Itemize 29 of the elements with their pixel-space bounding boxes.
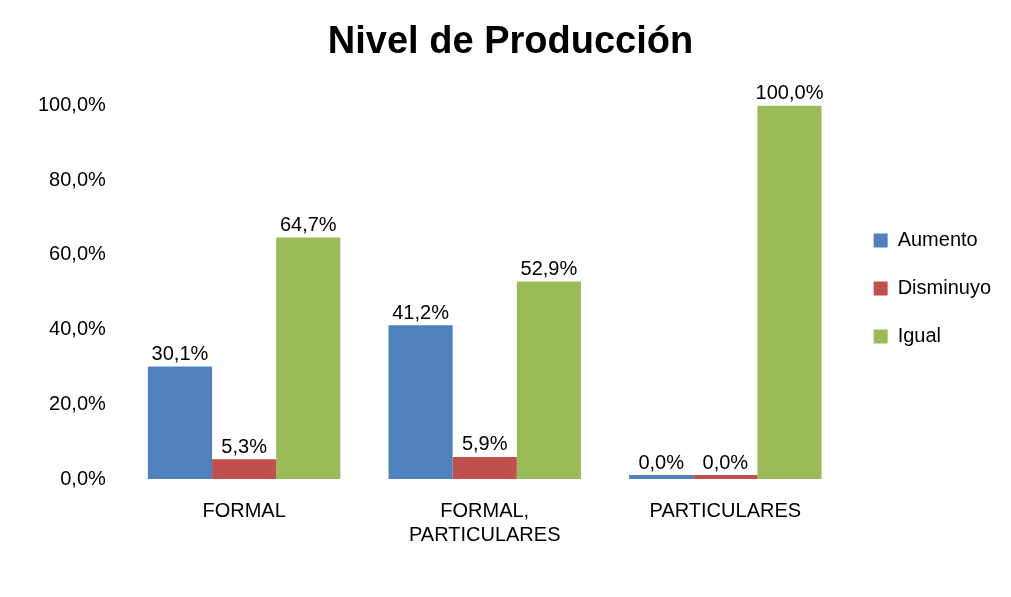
data-label: 5,9% — [461, 432, 508, 455]
bar — [516, 281, 581, 479]
chart-title: Nivel de Producción — [327, 19, 694, 62]
y-tick-label: 60,0% — [49, 242, 107, 265]
legend-label: Aumento — [897, 228, 978, 251]
legend-label: Igual — [897, 324, 942, 347]
data-label: 30,1% — [151, 342, 209, 365]
data-label: 100,0% — [755, 81, 824, 104]
y-tick-label: 20,0% — [49, 391, 107, 414]
x-tick-label: FORMAL — [202, 498, 286, 521]
data-label: 0,0% — [638, 450, 685, 473]
x-tick-label: PARTICULARES — [649, 498, 802, 521]
bar — [276, 237, 341, 479]
y-tick-label: 0,0% — [60, 466, 107, 489]
y-tick-label: 40,0% — [49, 317, 107, 340]
data-label: 5,3% — [221, 434, 268, 457]
data-label: 41,2% — [392, 300, 450, 323]
y-tick-label: 100,0% — [37, 93, 107, 116]
data-label: 52,9% — [520, 256, 578, 279]
data-label: 64,7% — [279, 212, 337, 235]
legend-label: Disminuyo — [897, 276, 991, 299]
x-tick-label: FORMAL, PARTICULARES — [408, 498, 561, 545]
bar — [452, 456, 517, 479]
bar — [147, 366, 213, 479]
bar — [212, 459, 277, 479]
bar — [388, 325, 453, 479]
y-tick-label: 80,0% — [49, 167, 107, 190]
bar — [757, 105, 822, 479]
data-label: 0,0% — [702, 450, 749, 473]
